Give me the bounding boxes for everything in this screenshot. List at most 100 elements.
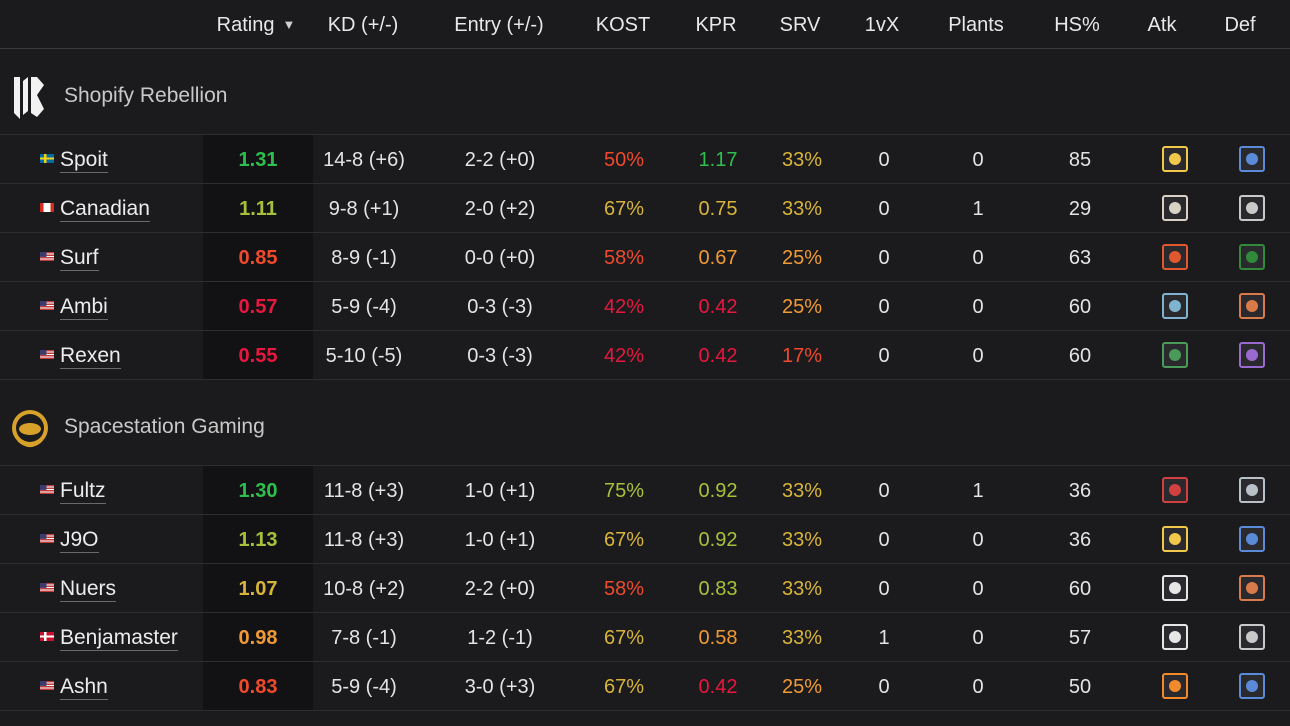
hs-value: 63 [1068, 247, 1092, 269]
wall-operator-icon[interactable] [1239, 293, 1265, 319]
spacestation-gaming-logo[interactable] [10, 404, 48, 454]
hs-value: 85 [1068, 149, 1092, 171]
column-srv[interactable]: SRV [779, 14, 821, 36]
mask-operator-icon[interactable] [1239, 195, 1265, 221]
player-name-link[interactable]: Fultz [60, 479, 106, 504]
kd-value: 11-8 (+3) [323, 480, 405, 502]
plants-value: 0 [972, 627, 984, 649]
wall-operator-icon[interactable] [1239, 575, 1265, 601]
player-cell: J9O [40, 515, 99, 563]
flag-us-icon [40, 583, 54, 592]
column-hs[interactable]: HS% [1054, 14, 1100, 36]
flag-us-icon [40, 252, 54, 261]
gun-emblem-icon [1169, 300, 1181, 312]
entry-value: 2-2 (+0) [464, 578, 536, 600]
player-name-link[interactable]: Nuers [60, 577, 117, 602]
wing-emblem-icon [1246, 680, 1258, 692]
column-entry[interactable]: Entry (+/-) [454, 14, 544, 36]
entry-value: 0-3 (-3) [467, 296, 533, 318]
column-atk[interactable]: Atk [1147, 14, 1177, 36]
flag-us-icon [40, 350, 54, 359]
player-name-link[interactable]: Canadian [60, 197, 150, 222]
player-name-link[interactable]: Spoit [60, 148, 108, 173]
onevx-value: 0 [878, 676, 890, 698]
player-cell: Rexen [40, 331, 121, 379]
entry-value: 3-0 (+3) [464, 676, 536, 698]
wing-operator-icon[interactable] [1239, 526, 1265, 552]
player-cell: Ashn [40, 662, 108, 710]
blast-operator-icon[interactable] [1162, 673, 1188, 699]
onevx-value: 0 [878, 247, 890, 269]
rating-value: 1.30 [238, 480, 278, 502]
stripes-operator-icon[interactable] [1239, 342, 1265, 368]
player-name-link[interactable]: Rexen [60, 344, 121, 369]
plants-value: 0 [972, 578, 984, 600]
rating-value: 1.31 [238, 149, 278, 171]
kpr-value: 0.92 [698, 529, 738, 551]
bee-operator-icon[interactable] [1162, 526, 1188, 552]
rating-value: 1.07 [238, 578, 278, 600]
entry-value: 1-2 (-1) [467, 627, 533, 649]
spade-operator-icon[interactable] [1239, 244, 1265, 270]
kd-value: 10-8 (+2) [323, 578, 405, 600]
flag-dk-icon [40, 632, 54, 641]
rating-value: 0.98 [238, 627, 278, 649]
rating-cell-bg [203, 613, 313, 661]
column-def[interactable]: Def [1224, 14, 1256, 36]
player-name-link[interactable]: Benjamaster [60, 626, 178, 651]
wing-emblem-icon [1246, 153, 1258, 165]
player-cell: Surf [40, 233, 99, 281]
player-name-link[interactable]: J9O [60, 528, 99, 553]
kost-value: 67% [603, 529, 645, 551]
plants-value: 1 [972, 480, 984, 502]
kpr-value: 0.75 [698, 198, 738, 220]
player-cell: Ambi [40, 282, 108, 330]
onevx-value: 0 [878, 345, 890, 367]
wall-emblem-icon [1246, 300, 1258, 312]
column-rating[interactable]: Rating ▼ [206, 0, 306, 48]
srv-value: 33% [781, 149, 823, 171]
claw-operator-icon[interactable] [1162, 575, 1188, 601]
column-kost[interactable]: KOST [595, 14, 651, 36]
mask-operator-icon[interactable] [1239, 624, 1265, 650]
scoreboard: Shopify Rebellion Spoit 1.31 14-8 (+6) 2-2 (… [0, 49, 1290, 711]
table-row: J9O 1.13 11-8 (+3) 1-0 (+1) 67% 0.92 33% 0 0 36 [0, 514, 1290, 563]
grid-operator-icon[interactable] [1239, 477, 1265, 503]
team-name[interactable]: Spacestation Gaming [64, 415, 265, 438]
wing-operator-icon[interactable] [1239, 673, 1265, 699]
column-kd[interactable]: KD (+/-) [327, 14, 399, 36]
shopify-rebellion-logo[interactable] [10, 73, 48, 123]
plants-value: 0 [972, 529, 984, 551]
srv-value: 33% [781, 529, 823, 551]
hs-value: 57 [1068, 627, 1092, 649]
table-row: Fultz 1.30 11-8 (+3) 1-0 (+1) 75% 0.92 33% 0 1 36 [0, 465, 1290, 514]
rating-value: 0.85 [238, 247, 278, 269]
player-name-link[interactable]: Ambi [60, 295, 108, 320]
srv-value: 33% [781, 627, 823, 649]
flag-se-icon [40, 154, 54, 163]
player-name-link[interactable]: Surf [60, 246, 99, 271]
kd-value: 8-9 (-1) [331, 247, 397, 269]
diamond-operator-icon[interactable] [1162, 342, 1188, 368]
target-operator-icon[interactable] [1162, 477, 1188, 503]
helmet-operator-icon[interactable] [1162, 624, 1188, 650]
shield-operator-icon[interactable] [1162, 244, 1188, 270]
column-kpr[interactable]: KPR [695, 14, 737, 36]
table-row: Ashn 0.83 5-9 (-4) 3-0 (+3) 67% 0.42 25% 0 0 50 [0, 661, 1290, 711]
rating-value: 1.11 [239, 198, 277, 220]
plants-value: 0 [972, 247, 984, 269]
onevx-value: 1 [878, 627, 890, 649]
gun-operator-icon[interactable] [1162, 293, 1188, 319]
kost-value: 67% [603, 198, 645, 220]
rating-value: 1.13 [238, 529, 278, 551]
team-name[interactable]: Shopify Rebellion [64, 84, 228, 107]
kpr-value: 1.17 [698, 149, 738, 171]
onevx-value: 0 [878, 578, 890, 600]
player-name-link[interactable]: Ashn [60, 675, 108, 700]
column-plants[interactable]: Plants [948, 14, 1004, 36]
wing-operator-icon[interactable] [1239, 146, 1265, 172]
column-1vx[interactable]: 1vX [864, 14, 900, 36]
plants-value: 0 [972, 149, 984, 171]
bee-operator-icon[interactable] [1162, 146, 1188, 172]
skull-operator-icon[interactable] [1162, 195, 1188, 221]
